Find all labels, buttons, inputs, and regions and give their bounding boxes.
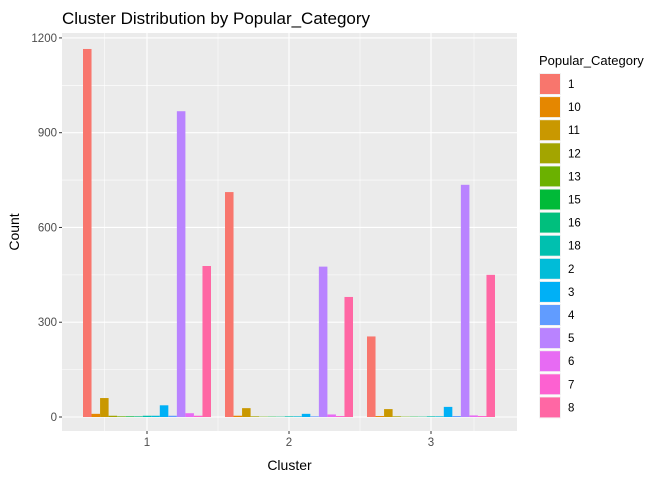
legend-label-2: 2 (568, 264, 574, 276)
y-tick-label: 300 (38, 317, 57, 329)
legend-swatch-16 (540, 212, 560, 233)
bar-cluster-3-category-7 (477, 416, 487, 417)
legend-label-8: 8 (568, 402, 574, 414)
y-tick-label: 1200 (31, 33, 57, 45)
bar-cluster-3-category-8 (486, 274, 495, 417)
legend-label-1: 1 (568, 79, 574, 91)
legend-title: Popular_Category (539, 53, 644, 68)
bar-cluster-1-category-7 (193, 415, 203, 417)
bar-cluster-1-category-2 (151, 415, 160, 417)
bar-cluster-3-category-6 (469, 415, 478, 417)
y-axis: 0 300 600 900 1200 (31, 33, 62, 424)
bar-cluster-2-category-18 (284, 416, 294, 417)
legend-label-10: 10 (568, 102, 581, 114)
bar-cluster-3-category-5 (460, 184, 470, 417)
bar-cluster-2-category-12 (250, 416, 260, 417)
x-tick-label: 3 (428, 437, 434, 449)
x-tick-label: 1 (144, 437, 150, 449)
x-axis-title: Cluster (267, 457, 312, 473)
legend: Popular_Category 1 10 11 12 13 15 16 18 2 3 4 5 6 7 8 (539, 53, 644, 419)
bar-cluster-2-category-7 (335, 416, 345, 417)
legend-label-18: 18 (568, 241, 581, 253)
legend-label-6: 6 (568, 356, 574, 368)
bar-cluster-3-category-10 (375, 416, 385, 417)
legend-swatch-18 (540, 235, 560, 256)
legend-swatch-5 (540, 328, 560, 349)
bars (83, 48, 495, 418)
legend-label-11: 11 (568, 125, 580, 137)
legend-swatch-2 (540, 258, 560, 279)
bar-cluster-1-category-8 (202, 266, 211, 417)
legend-label-13: 13 (568, 171, 581, 183)
bar-cluster-1-category-15 (125, 416, 135, 417)
legend-label-15: 15 (568, 195, 581, 207)
legend-swatch-6 (540, 351, 560, 372)
bar-cluster-1-category-16 (134, 416, 143, 417)
bar-cluster-2-category-2 (293, 416, 302, 417)
bar-cluster-3-category-2 (435, 416, 444, 417)
bar-cluster-2-category-6 (327, 414, 336, 417)
y-tick-label: 0 (51, 412, 57, 424)
bar-cluster-1-category-4 (168, 415, 177, 417)
legend-label-7: 7 (568, 379, 574, 391)
bar-cluster-2-category-10 (233, 415, 243, 417)
legend-label-4: 4 (568, 310, 575, 322)
y-tick-label: 900 (38, 128, 57, 140)
bar-cluster-3-category-18 (426, 416, 436, 417)
legend-swatch-10 (540, 97, 560, 118)
x-tick-label: 2 (286, 437, 292, 449)
legend-label-3: 3 (568, 287, 574, 299)
legend-swatch-11 (540, 120, 560, 141)
y-axis-title: Count (6, 213, 22, 250)
bar-cluster-3-category-4 (452, 416, 461, 417)
bar-cluster-1-category-6 (185, 413, 194, 417)
bar-cluster-1-category-11 (100, 398, 109, 417)
bar-cluster-3-category-11 (384, 409, 393, 417)
bar-cluster-1-category-1 (83, 48, 92, 417)
bar-cluster-3-category-1 (367, 336, 376, 417)
bar-cluster-3-category-3 (443, 406, 453, 417)
y-tick-label: 600 (38, 222, 57, 234)
legend-label-16: 16 (568, 218, 581, 230)
legend-swatch-1 (540, 74, 560, 94)
bar-cluster-2-category-1 (225, 192, 234, 417)
bar-cluster-1-category-5 (176, 111, 186, 418)
bar-cluster-2-category-5 (318, 266, 328, 417)
legend-swatch-13 (540, 166, 560, 187)
bar-cluster-1-category-12 (108, 415, 118, 417)
legend-swatch-12 (540, 143, 560, 164)
legend-swatch-15 (540, 189, 560, 210)
legend-swatch-4 (540, 305, 560, 325)
legend-label-12: 12 (568, 148, 581, 160)
bar-cluster-1-category-3 (159, 405, 169, 417)
bar-cluster-2-category-8 (344, 296, 353, 417)
x-axis: 1 2 3 (144, 431, 434, 449)
legend-label-5: 5 (568, 333, 574, 345)
bar-cluster-2-category-3 (301, 413, 311, 417)
bar-cluster-1-category-10 (91, 413, 101, 417)
bar-cluster-1-category-13 (117, 416, 126, 417)
bar-cluster-2-category-4 (310, 416, 319, 417)
bar-cluster-3-category-12 (392, 416, 402, 417)
legend-swatch-3 (540, 281, 560, 302)
legend-swatch-8 (540, 397, 560, 418)
chart-title: Cluster Distribution by Popular_Category (62, 9, 371, 28)
bar-cluster-1-category-18 (142, 415, 152, 417)
bar-cluster-2-category-11 (242, 408, 251, 417)
legend-swatch-7 (540, 374, 560, 395)
